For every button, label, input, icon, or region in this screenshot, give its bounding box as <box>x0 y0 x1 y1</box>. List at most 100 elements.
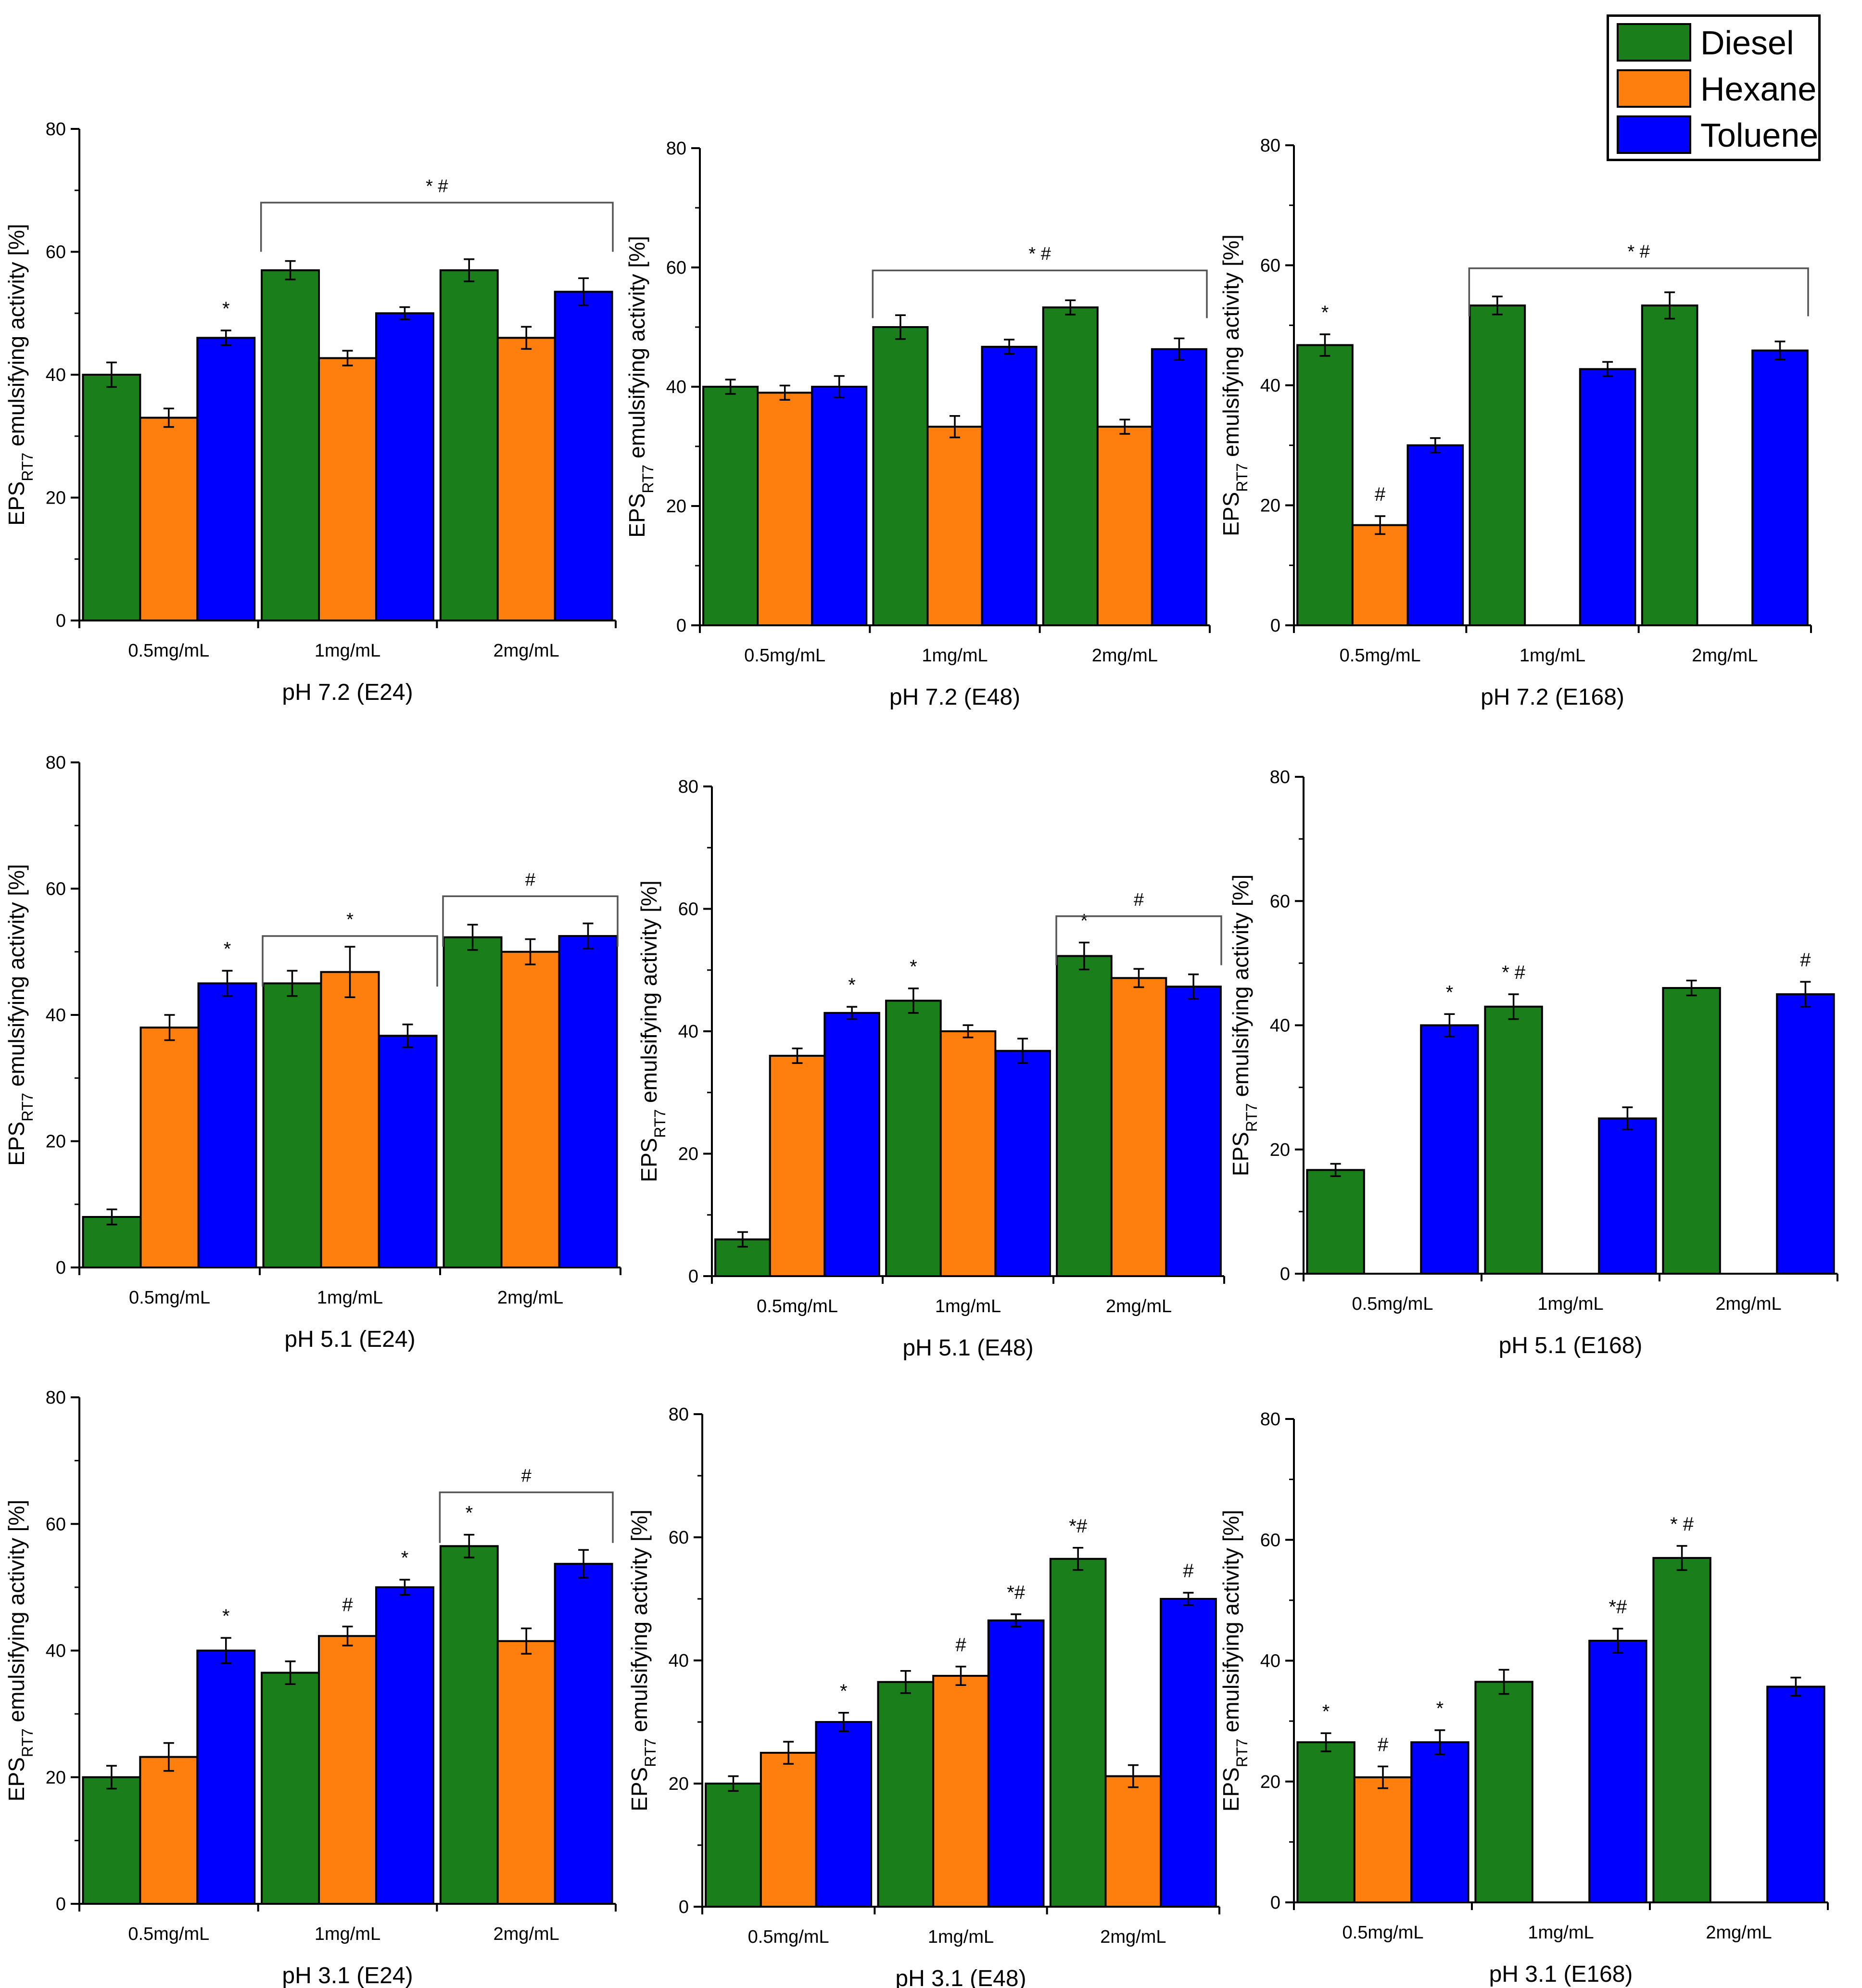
bar-hexane <box>139 417 199 621</box>
significance-mark: * <box>910 956 917 977</box>
significance-bracket <box>442 895 619 947</box>
bar-toluene <box>815 1721 873 1908</box>
bar-toluene <box>1410 1741 1469 1903</box>
bar-diesel <box>1042 306 1099 626</box>
significance-bracket <box>439 1491 614 1543</box>
significance-mark: * <box>1446 982 1454 1003</box>
significance-mark: # <box>1375 484 1386 505</box>
bar-diesel <box>1652 1557 1711 1903</box>
x-tick-label: 2mg/mL <box>1092 646 1158 666</box>
bar-hexane <box>932 1675 989 1908</box>
significance-mark: * <box>222 1606 230 1627</box>
significance-mark: *# <box>1007 1582 1026 1603</box>
x-tick-label: 0.5mg/mL <box>748 1927 829 1947</box>
y-tick-label: 60 <box>46 1514 66 1534</box>
x-tick-label: 2mg/mL <box>497 1288 563 1308</box>
y-tick-label: 60 <box>666 258 686 278</box>
bar-toluene <box>554 1563 613 1905</box>
x-tick-label: 1mg/mL <box>928 1927 994 1947</box>
bar-hexane <box>318 357 377 621</box>
bar-toluene <box>1776 993 1835 1275</box>
bar-diesel <box>702 386 759 626</box>
significance-mark: # <box>342 1594 353 1615</box>
y-tick-label: 80 <box>46 119 66 139</box>
y-tick-label: 40 <box>46 1005 66 1026</box>
y-tick-label: 80 <box>46 1388 66 1408</box>
y-tick-label: 60 <box>669 1528 689 1548</box>
bar-diesel <box>1474 1681 1533 1903</box>
y-tick-label: 80 <box>678 777 698 797</box>
bar-hexane <box>318 1635 377 1905</box>
y-tick-label: 20 <box>1260 496 1280 516</box>
y-tick-label: 20 <box>46 1132 66 1152</box>
y-tick-label: 60 <box>1270 891 1290 912</box>
y-tick-label: 0 <box>56 1894 66 1914</box>
significance-bracket <box>872 269 1208 318</box>
chart-panel-2: 0 20 40 60 80 0.5mg/mL 1mg/mL 2mg/mL * # pH 7.2 (… <box>624 139 1211 710</box>
bar-toluene <box>1766 1685 1825 1904</box>
significance-bracket <box>260 202 614 252</box>
bar-toluene <box>196 337 256 621</box>
bar-hexane <box>1104 1775 1162 1908</box>
significance-mark: # <box>1800 950 1811 971</box>
significance-mark: # <box>1378 1734 1389 1755</box>
chart-panel-5: 0 20 40 60 80 * 0.5mg/mL * 1mg/mL * 2mg/mL # pH 5.1 … <box>636 777 1225 1361</box>
x-axis-title: pH 7.2 (E24) <box>282 680 413 705</box>
bar-diesel <box>261 1671 320 1905</box>
y-axis-title: EPSRT7 emulsifying activity [%] <box>1228 874 1260 1176</box>
y-tick-label: 60 <box>1260 256 1280 276</box>
x-axis-title: pH 3.1 (E168) <box>1489 1962 1633 1987</box>
y-axis-title: EPSRT7 emulsifying activity [%] <box>1218 234 1251 536</box>
significance-mark: *# <box>1609 1596 1627 1618</box>
x-tick-label: 1mg/mL <box>1528 1923 1594 1943</box>
legend-swatch-hexane <box>1617 69 1691 108</box>
legend-label-diesel: Diesel <box>1700 24 1794 62</box>
significance-bracket <box>262 935 438 987</box>
bracket-label: # <box>521 1466 532 1486</box>
y-tick-label: 40 <box>1260 1651 1280 1671</box>
bar-diesel <box>82 1776 141 1905</box>
significance-mark: * <box>1080 910 1088 931</box>
bar-hexane <box>139 1756 199 1905</box>
x-tick-label: 1mg/mL <box>1520 646 1585 666</box>
x-axis-title: pH 5.1 (E24) <box>284 1327 415 1352</box>
significance-mark: * <box>1436 1698 1444 1719</box>
bar-toluene <box>823 1012 880 1277</box>
y-tick-label: 40 <box>666 377 686 397</box>
significance-mark: * <box>224 938 231 960</box>
bracket-label: * # <box>426 176 448 196</box>
bar-diesel <box>1641 304 1698 626</box>
y-axis-title: EPSRT7 emulsifying activity [%] <box>636 880 669 1182</box>
y-tick-label: 20 <box>1260 1772 1280 1792</box>
significance-bracket <box>1055 915 1222 965</box>
y-tick-label: 20 <box>678 1144 698 1165</box>
y-tick-label: 80 <box>1260 1409 1280 1430</box>
y-tick-label: 60 <box>678 899 698 920</box>
bar-toluene <box>981 345 1038 626</box>
y-tick-label: 80 <box>46 753 66 773</box>
bar-toluene <box>375 1586 434 1905</box>
bar-diesel <box>439 1545 499 1905</box>
bar-hexane <box>139 1026 200 1268</box>
legend-swatch-toluene <box>1617 115 1691 154</box>
significance-mark: * # <box>1670 1514 1694 1535</box>
y-tick-label: 0 <box>1270 1893 1280 1913</box>
x-tick-label: 2mg/mL <box>1100 1927 1166 1947</box>
bar-hexane <box>757 392 813 627</box>
y-tick-label: 20 <box>669 1774 689 1794</box>
significance-mark: # <box>955 1634 966 1656</box>
chart-panel-7: 0 20 40 60 80 * 0.5mg/mL # * 1mg/mL * 2mg/mL # pH 3.1… <box>4 1388 617 1988</box>
y-axis-title: EPSRT7 emulsifying activity [%] <box>4 864 36 1165</box>
legend-swatch-diesel <box>1617 23 1691 62</box>
bar-toluene <box>1598 1117 1657 1275</box>
x-tick-label: 0.5mg/mL <box>1343 1923 1424 1943</box>
bar-toluene <box>196 1649 256 1905</box>
bar-toluene <box>558 935 618 1268</box>
significance-mark: * <box>465 1503 473 1524</box>
chart-panel-4: 0 20 40 60 80 * 0.5mg/mL 1mg/mL 2mg/mL * # pH 5.1 (… <box>4 753 621 1352</box>
bar-toluene <box>1588 1640 1647 1903</box>
bar-toluene <box>1751 349 1809 626</box>
legend-item-toluene: Toluene <box>1614 113 1818 156</box>
